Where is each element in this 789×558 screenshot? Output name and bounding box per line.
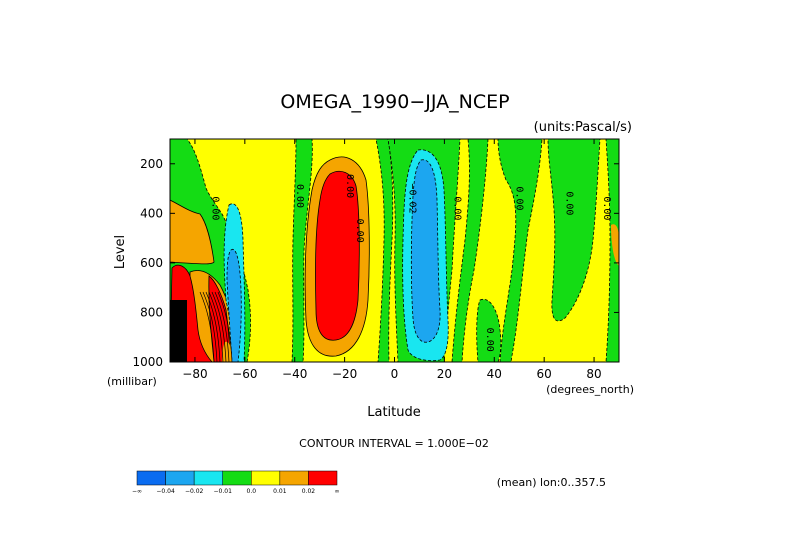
mean-text: (mean) lon:0..357.5 bbox=[497, 476, 606, 489]
x-tick-label: 80 bbox=[586, 367, 601, 381]
axes: −80 −60 −40 −20 0 20 40 60 80 200 400 600 800 1000 bbox=[132, 139, 619, 381]
y-axis-label: Level bbox=[113, 235, 128, 269]
nh-green-bands-region bbox=[605, 139, 619, 362]
itcz-green-region bbox=[375, 139, 394, 362]
x-tick-label: 40 bbox=[487, 367, 502, 381]
colorbar: −∞ −0.04 −0.02 −0.01 0.0 0.01 0.02 ∞ bbox=[132, 470, 340, 495]
colorbar-swatch bbox=[222, 470, 252, 486]
contour-label: 0.00 bbox=[514, 186, 525, 210]
colorbar-swatch bbox=[193, 470, 223, 486]
x-tick-label: 0 bbox=[391, 367, 399, 381]
y-tick-label: 1000 bbox=[132, 355, 163, 369]
colorbar-label: 0.01 bbox=[273, 488, 287, 495]
sh-missing-region bbox=[170, 300, 187, 362]
nh-green-bands-region bbox=[451, 139, 489, 362]
chart-title: OMEGA_1990−JJA_NCEP bbox=[280, 91, 509, 113]
contour-label: 0.00 bbox=[344, 174, 355, 198]
x-tick-label: −80 bbox=[182, 367, 207, 381]
y-unit-label: (millibar) bbox=[107, 375, 157, 388]
contour-label: 0.00 bbox=[564, 191, 575, 215]
colorbar-swatch bbox=[136, 470, 166, 486]
contour-label: 0.00 bbox=[484, 328, 495, 352]
contour-interval-text: CONTOUR INTERVAL = 1.000E−02 bbox=[299, 437, 489, 450]
colorbar-label: 0.0 bbox=[247, 488, 257, 495]
y-tick-label: 600 bbox=[140, 256, 163, 270]
nh-green-bands-region bbox=[476, 298, 502, 362]
x-tick-label: −60 bbox=[232, 367, 257, 381]
colorbar-swatch bbox=[308, 470, 338, 486]
nh-green-bands-region bbox=[497, 139, 543, 362]
colorbar-label: −0.02 bbox=[185, 488, 204, 495]
contour-label: 0.00 bbox=[601, 196, 612, 220]
plot-area: 0.00 0.00 0.00 0.00 −0.02 0.00 0.00 0.00 0.00 0.0… bbox=[169, 138, 620, 363]
x-axis-label: Latitude bbox=[367, 405, 421, 420]
nh-green-bands-region bbox=[547, 139, 601, 322]
units-label: (units:Pascal/s) bbox=[534, 120, 632, 135]
itcz-blue-region bbox=[410, 159, 441, 343]
contour-label: 0.00 bbox=[354, 219, 365, 243]
contour-label: 0.00 bbox=[451, 196, 462, 220]
contour-label: 0.00 bbox=[209, 196, 220, 220]
sh-subpolar-green-region bbox=[291, 139, 313, 362]
y-tick-label: 400 bbox=[140, 206, 163, 220]
y-tick-label: 200 bbox=[140, 157, 163, 171]
colorbar-swatch bbox=[251, 470, 281, 486]
colorbar-label: −0.01 bbox=[214, 488, 233, 495]
colorbar-swatch bbox=[165, 470, 195, 486]
y-tick-label: 800 bbox=[140, 305, 163, 319]
contour-label: 0.00 bbox=[294, 184, 305, 208]
contour-label: −0.02 bbox=[406, 183, 417, 213]
x-tick-label: −20 bbox=[332, 367, 357, 381]
sh-pole-orange-region bbox=[170, 199, 215, 265]
colorbar-label: 0.02 bbox=[302, 488, 316, 495]
dense-contour-lines bbox=[199, 291, 233, 362]
colorbar-label: ∞ bbox=[335, 488, 340, 495]
x-tick-label: 60 bbox=[537, 367, 552, 381]
sh-blue-region bbox=[226, 248, 242, 362]
subtropical-descent-red-region bbox=[315, 170, 360, 341]
colorbar-label: −0.04 bbox=[156, 488, 175, 495]
sh-pole-orange-region bbox=[611, 224, 619, 266]
colorbar-label: −∞ bbox=[132, 488, 142, 495]
x-unit-label: (degrees_north) bbox=[546, 383, 634, 396]
sh-pole-orange-region bbox=[222, 341, 232, 362]
colorbar-swatch bbox=[279, 470, 309, 486]
x-tick-label: 20 bbox=[437, 367, 452, 381]
x-tick-label: −40 bbox=[282, 367, 307, 381]
